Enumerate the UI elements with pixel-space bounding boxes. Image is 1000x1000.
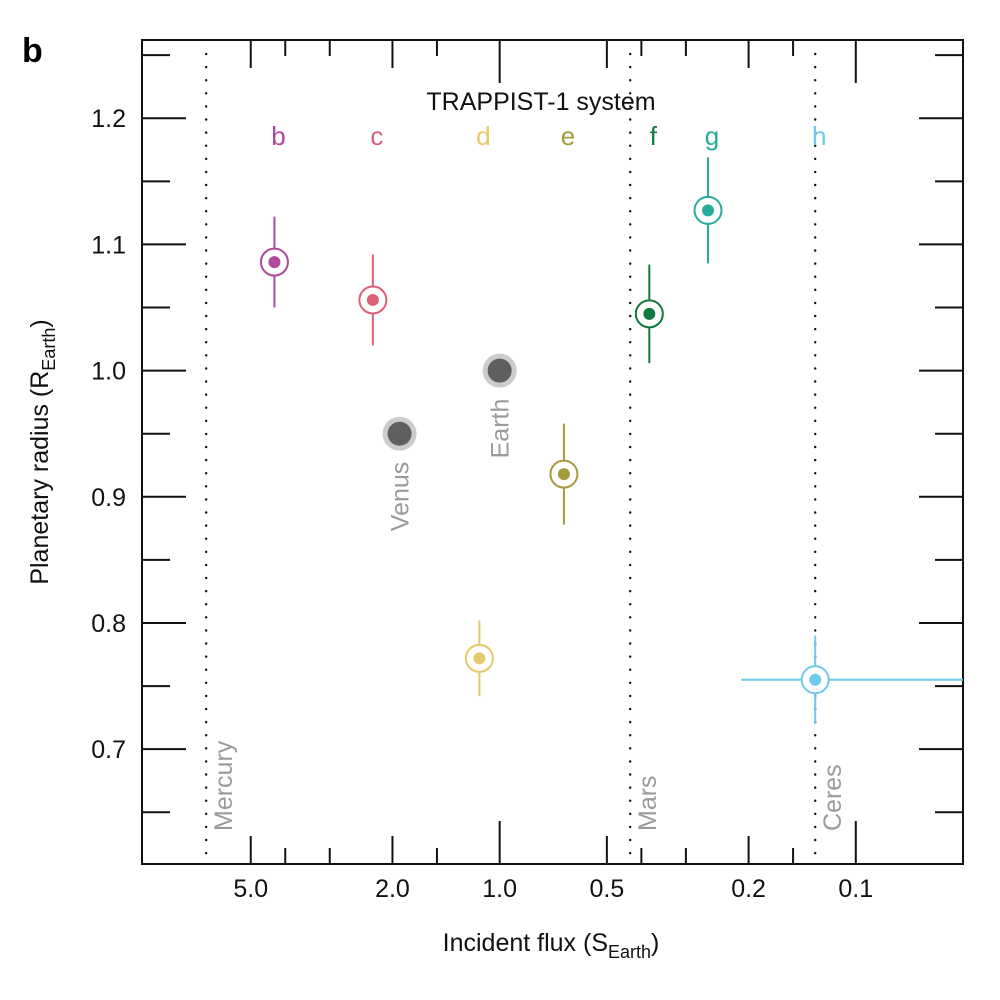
planet-letter-c: c	[370, 121, 383, 151]
x-tick-label: 1.0	[482, 875, 517, 903]
x-axis-label-sub: Earth	[608, 942, 651, 962]
y-axis-label-end: )	[26, 319, 54, 327]
solar-body-label-earth: Earth	[487, 399, 515, 459]
planet-point-e	[557, 468, 570, 481]
y-tick-labels: 0.7 0.8 0.9 1.0 1.1 1.2	[91, 105, 126, 764]
planet-letter-b: b	[271, 121, 285, 151]
planet-point-c	[366, 293, 379, 306]
axis-ticks	[142, 40, 963, 864]
solar-system-bodies: Venus Earth	[382, 353, 517, 532]
y-tick-label: 1.2	[91, 105, 126, 133]
plot-frame	[141, 39, 964, 865]
planet-letter-d: d	[476, 121, 490, 151]
x-axis-label-main: Incident flux (S	[443, 929, 608, 957]
y-tick-label: 1.0	[91, 358, 126, 386]
planet-letter-e: e	[561, 121, 575, 151]
planet-letter-g: g	[705, 121, 719, 151]
y-tick-label: 0.8	[91, 610, 126, 638]
solar-body-marker-venus	[387, 421, 412, 446]
planet-point-g	[702, 204, 715, 217]
y-axis-label: Planetary radius (REarth)	[26, 319, 59, 584]
y-tick-label: 0.7	[91, 736, 126, 764]
y-axis-label-main: Planetary radius (R	[26, 371, 54, 585]
x-axis-label-end: )	[651, 929, 659, 957]
trappist-planets: b c d e f g h	[259, 121, 963, 724]
planet-point-f	[643, 307, 656, 320]
y-axis-label-sub: Earth	[39, 328, 59, 371]
x-tick-label: 5.0	[233, 875, 268, 903]
y-tick-label: 1.1	[91, 231, 126, 259]
planet-point-h	[809, 673, 822, 686]
reference-lines: Mercury Mars Ceres	[204, 52, 847, 866]
x-tick-label: 2.0	[375, 875, 410, 903]
reference-label-mercury: Mercury	[210, 740, 238, 831]
reference-label-ceres: Ceres	[819, 764, 847, 831]
x-tick-label: 0.1	[838, 875, 873, 903]
x-tick-labels: 5.0 2.0 1.0 0.5 0.2 0.1	[233, 875, 873, 903]
x-axis-label: Incident flux (SEarth)	[443, 929, 660, 962]
planet-letter-f: f	[650, 121, 658, 151]
y-tick-label: 0.9	[91, 484, 126, 512]
planet-point-d	[473, 652, 486, 665]
solar-body-label-venus: Venus	[387, 462, 415, 532]
planet-point-b	[268, 256, 281, 269]
chart-title: TRAPPIST-1 system	[426, 88, 655, 116]
reference-label-mars: Mars	[634, 775, 662, 831]
planet-letter-h: h	[812, 121, 826, 151]
x-tick-label: 0.5	[589, 875, 624, 903]
panel-label: b	[22, 32, 43, 70]
solar-body-marker-earth	[487, 358, 512, 383]
x-tick-label: 0.2	[731, 875, 766, 903]
